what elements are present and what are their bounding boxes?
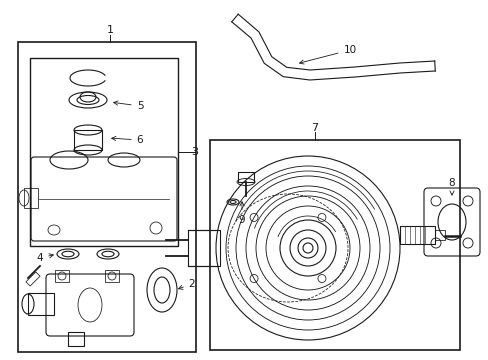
Bar (24, 188, 38, 208)
Bar (209, 140, 459, 350)
Text: 1: 1 (106, 25, 113, 35)
Bar (238, 172, 253, 182)
Text: 7: 7 (311, 123, 318, 133)
Text: 3: 3 (191, 147, 198, 157)
Text: 10: 10 (299, 45, 356, 64)
Bar (399, 226, 434, 244)
Bar (68, 332, 84, 346)
Bar (55, 270, 69, 282)
Bar (26, 272, 40, 286)
Bar (28, 293, 54, 315)
Text: 4: 4 (37, 253, 53, 263)
Bar (434, 230, 444, 240)
Bar (105, 270, 119, 282)
Text: 9: 9 (238, 202, 245, 225)
Bar (187, 230, 220, 266)
Bar (30, 58, 178, 246)
Text: 5: 5 (113, 101, 143, 111)
Bar (18, 42, 196, 352)
Text: 2: 2 (178, 279, 195, 289)
Text: 8: 8 (448, 178, 454, 195)
Text: 6: 6 (111, 135, 143, 145)
Bar (74, 130, 102, 150)
